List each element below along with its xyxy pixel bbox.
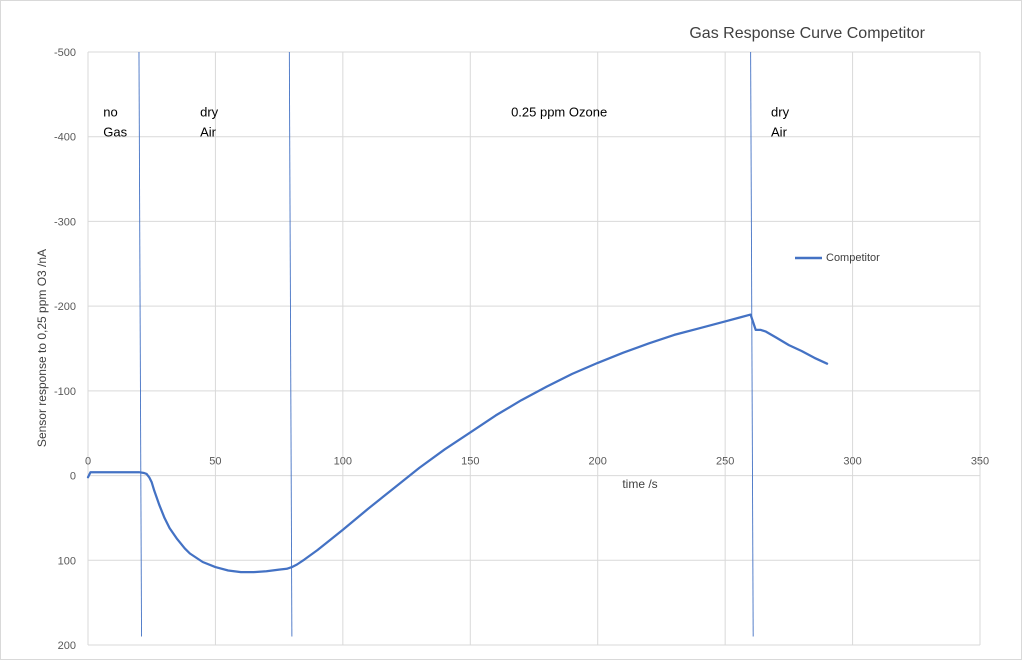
vertical-marker-0 bbox=[138, 51, 142, 637]
y-tick-labels: -500 -400 -300 -200 -100 0 100 200 bbox=[54, 47, 76, 652]
x-tick-label: 350 bbox=[971, 456, 989, 468]
y-tick-label: -500 bbox=[54, 47, 76, 59]
annotation-1-line-0: dry bbox=[200, 104, 219, 119]
series-lines bbox=[86, 313, 829, 574]
x-tick-label: 300 bbox=[843, 456, 861, 468]
x-tick-label: 100 bbox=[334, 456, 352, 468]
series-line-0 bbox=[86, 313, 829, 574]
vertical-marker-1 bbox=[288, 51, 293, 637]
annotation-2-line-0: 0.25 ppm Ozone bbox=[511, 104, 607, 119]
legend: Competitor bbox=[795, 252, 880, 264]
gridlines bbox=[87, 51, 981, 646]
x-tick-label: 250 bbox=[716, 456, 734, 468]
x-tick-label: 50 bbox=[209, 456, 221, 468]
x-tick-labels: 0 50 100 150 200 250 300 350 bbox=[85, 456, 989, 468]
chart-title: Gas Response Curve Competitor bbox=[689, 25, 925, 42]
y-axis-label: Sensor response to 0,25 ppm O3 /nA bbox=[35, 249, 49, 447]
x-axis-label: time /s bbox=[622, 477, 657, 491]
y-tick-label: 0 bbox=[70, 471, 76, 483]
y-tick-label: 100 bbox=[58, 555, 76, 567]
phase-annotations: no Gas dry Air 0.25 ppm Ozone dry Air bbox=[103, 104, 789, 139]
x-tick-label: 150 bbox=[461, 456, 479, 468]
legend-label: Competitor bbox=[826, 252, 880, 264]
vertical-marker-2 bbox=[750, 51, 754, 637]
x-tick-label: 0 bbox=[85, 456, 91, 468]
gas-change-markers bbox=[138, 51, 754, 637]
annotation-0-line-0: no bbox=[103, 104, 117, 119]
y-tick-label: -100 bbox=[54, 386, 76, 398]
x-tick-label: 200 bbox=[589, 456, 607, 468]
annotation-0-line-1: Gas bbox=[103, 124, 127, 139]
annotation-1-line-1: Air bbox=[200, 124, 217, 139]
y-tick-label: -300 bbox=[54, 216, 76, 228]
y-tick-label: -200 bbox=[54, 301, 76, 313]
annotation-3-line-1: Air bbox=[771, 124, 788, 139]
annotation-3-line-0: dry bbox=[771, 104, 790, 119]
y-tick-label: 200 bbox=[58, 640, 76, 652]
y-tick-label: -400 bbox=[54, 132, 76, 144]
